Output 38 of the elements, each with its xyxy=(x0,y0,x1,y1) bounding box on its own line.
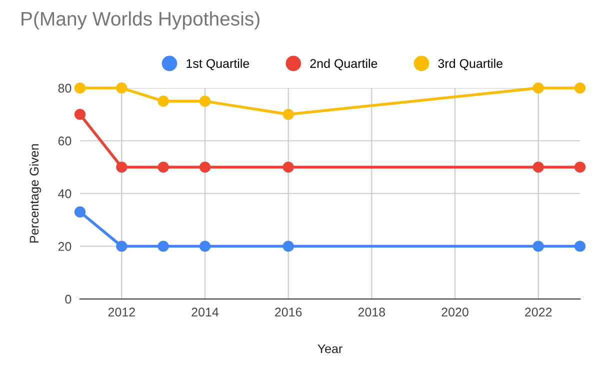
y-tick-label: 40 xyxy=(58,189,72,198)
x-tick-label: 2014 xyxy=(192,308,219,317)
point xyxy=(116,240,128,252)
y-tick-label: 80 xyxy=(58,84,72,93)
x-tick-label: 2018 xyxy=(358,308,386,317)
point xyxy=(532,162,544,173)
point xyxy=(282,240,294,252)
point xyxy=(282,162,294,173)
point xyxy=(116,162,128,173)
point xyxy=(158,240,169,252)
point xyxy=(574,240,586,252)
point xyxy=(282,108,294,120)
x-axis-title: Year xyxy=(318,344,342,354)
point xyxy=(574,82,586,94)
legend-label: 3rd Quartile xyxy=(438,58,502,70)
point xyxy=(574,162,586,173)
y-tick-label: 20 xyxy=(58,242,72,251)
point xyxy=(74,82,86,94)
point xyxy=(199,162,211,173)
point xyxy=(116,82,128,94)
point xyxy=(199,240,211,252)
point xyxy=(74,108,86,120)
legend-label: 2nd Quartile xyxy=(310,58,378,70)
point xyxy=(158,162,169,173)
chart-title: P(Many Worlds Hypothesis) xyxy=(22,11,260,30)
point xyxy=(158,96,169,107)
legend-label: 1st Quartile xyxy=(186,58,250,70)
point xyxy=(532,240,544,252)
x-tick-label: 2022 xyxy=(525,308,552,317)
point xyxy=(199,96,211,107)
point xyxy=(532,82,544,94)
y-axis-title: Percentage Given xyxy=(29,144,42,242)
x-tick-label: 2012 xyxy=(108,308,135,317)
x-tick-label: 2016 xyxy=(275,308,302,317)
y-tick-label: 60 xyxy=(58,136,72,146)
y-tick-label: 0 xyxy=(65,294,72,304)
x-tick-label: 2020 xyxy=(442,308,468,317)
point xyxy=(74,206,86,218)
